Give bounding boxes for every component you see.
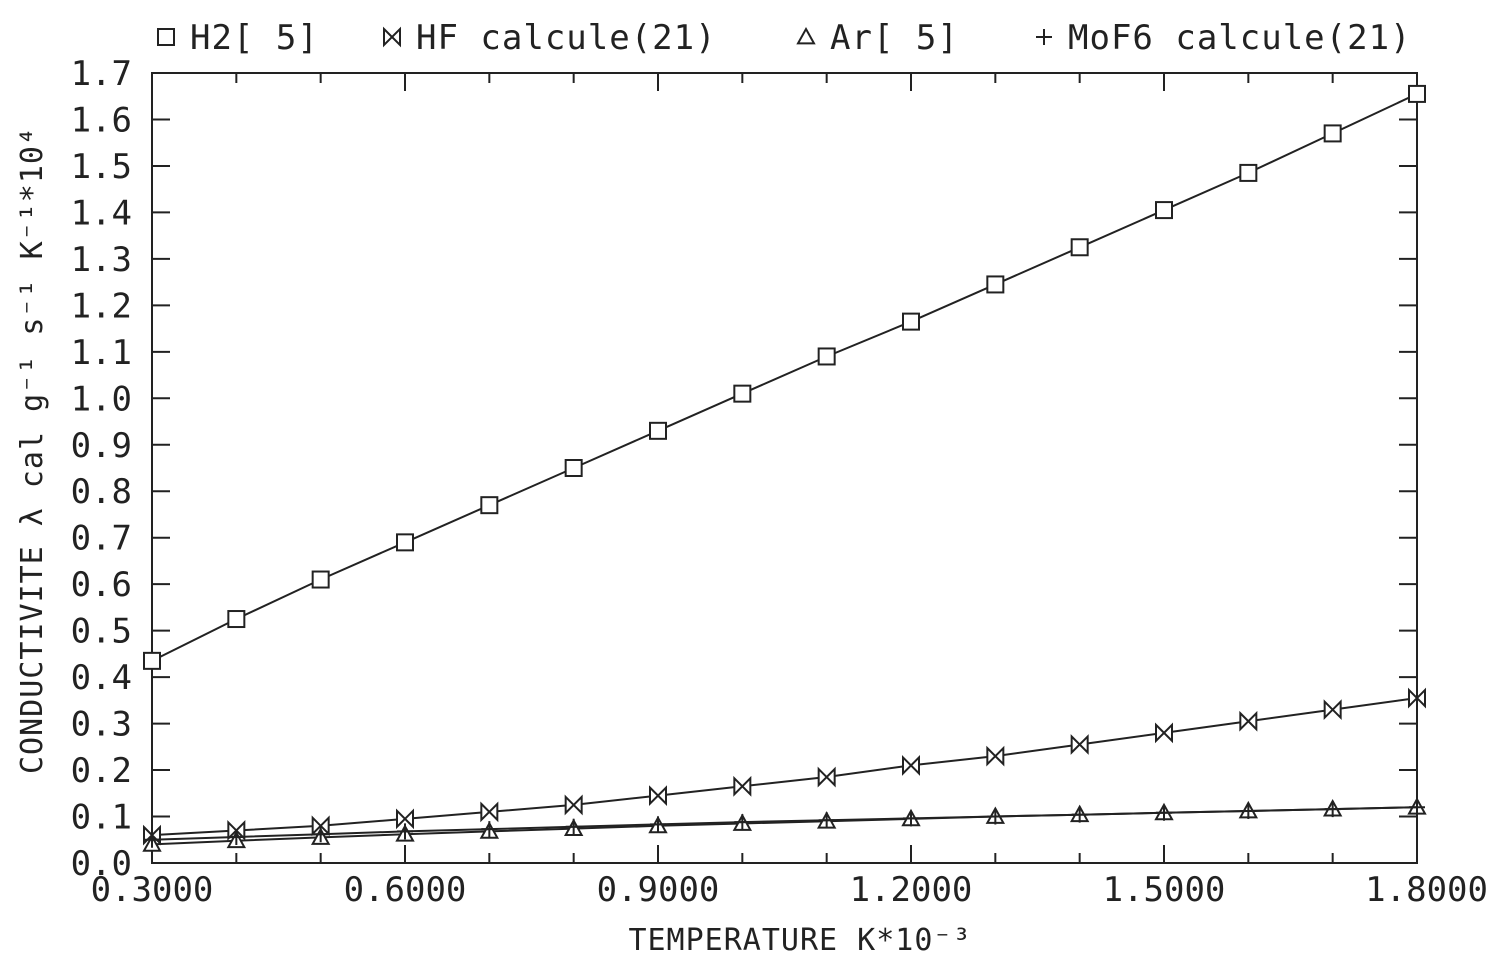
data-point: [564, 794, 583, 816]
y-tick-label: 1.7: [71, 54, 132, 94]
data-point: [565, 818, 582, 835]
series-line: [151, 92, 1418, 662]
legend: H2[ 5] HF calcule(21) Ar[ 5] MoF6 calcule(2…: [157, 18, 1412, 58]
legend-entry-label: H2[ 5]: [190, 18, 319, 58]
series-3: [144, 799, 1425, 848]
legend-marker: [796, 26, 816, 45]
y-axis-title: CONDUCTIVITE λ cal g⁻¹ s⁻¹ K⁻¹*10⁴: [15, 126, 50, 774]
series-line: [151, 806, 1418, 841]
data-point: [817, 766, 836, 788]
data-point: [144, 831, 160, 848]
y-tick-label: 0.4: [71, 658, 132, 698]
legend-marker: [1036, 29, 1052, 45]
data-point: [143, 824, 161, 846]
data-point: [1156, 804, 1172, 821]
data-point: [986, 275, 1005, 294]
data-point: [734, 814, 751, 831]
data-point: [1155, 722, 1173, 744]
plot-frame: [151, 72, 1418, 864]
data-point: [1155, 201, 1173, 220]
data-point: [1323, 124, 1342, 143]
x-tick-labels: 0.3000 0.6000 0.9000 1.2000 1.5000 1.8000: [91, 870, 1488, 910]
data-point: [733, 384, 752, 403]
data-point: [1324, 801, 1341, 818]
y-tick-label: 1.2: [71, 286, 132, 326]
data-point: [143, 651, 161, 670]
x-tick-label: 0.9000: [597, 870, 720, 910]
y-tick-label: 1.3: [71, 240, 132, 280]
series-layer: [142, 84, 1427, 852]
data-point: [1240, 802, 1257, 819]
data-point: [1239, 163, 1258, 182]
data-point: [564, 459, 583, 477]
y-tick-label: 0.7: [71, 519, 132, 559]
x-tick-label: 1.5000: [1103, 870, 1226, 910]
data-point: [1323, 699, 1342, 721]
data-point: [902, 754, 920, 776]
y-tick-label: 0.2: [71, 751, 132, 791]
data-point: [480, 801, 499, 823]
data-point: [1070, 238, 1089, 257]
tick-marks: [151, 72, 1418, 864]
data-point: [1071, 806, 1088, 823]
data-point: [818, 812, 835, 829]
legend-entry-label: Ar[ 5]: [830, 18, 959, 58]
y-tick-label: 0.3: [71, 705, 132, 745]
data-point: [396, 533, 414, 552]
data-point: [227, 820, 246, 841]
y-tick-label: 0.0: [71, 844, 132, 884]
x-tick-label: 1.8000: [1365, 870, 1488, 910]
data-point: [480, 496, 499, 515]
y-tick-label: 1.0: [71, 379, 132, 419]
data-point: [396, 808, 414, 830]
legend-marker: [157, 28, 175, 46]
y-tick-label: 1.1: [71, 333, 132, 373]
data-point: [902, 312, 920, 331]
data-point: [312, 826, 329, 843]
y-tick-label: 0.8: [71, 472, 132, 512]
data-point: [649, 421, 667, 440]
y-tick-label: 0.6: [71, 565, 132, 605]
y-tick-label: 1.5: [71, 147, 132, 187]
x-axis-title: TEMPERATURE K*10⁻³: [628, 923, 971, 958]
series-0: [143, 84, 1426, 670]
x-tick-label: 1.2000: [850, 870, 973, 910]
data-point: [986, 745, 1005, 767]
data-point: [649, 785, 667, 807]
y-tick-label: 0.9: [71, 426, 132, 466]
y-tick-label: 0.1: [71, 798, 132, 838]
data-point: [1070, 734, 1089, 755]
y-tick-label: 1.6: [71, 100, 132, 140]
series-1: [143, 687, 1426, 846]
data-point: [1408, 687, 1426, 709]
y-tick-label: 0.5: [71, 612, 132, 652]
y-tick-label: 1.4: [71, 193, 132, 233]
legend-entry-label: MoF6 calcule(21): [1068, 18, 1412, 58]
x-tick-label: 0.3000: [91, 870, 214, 910]
x-tick-label: 0.6000: [344, 870, 467, 910]
data-point: [1239, 710, 1258, 732]
data-point: [227, 610, 246, 629]
data-point: [733, 775, 752, 797]
data-point: [228, 828, 245, 845]
data-point: [311, 815, 330, 837]
data-point: [903, 810, 919, 827]
data-point: [1409, 799, 1425, 816]
series-line: [151, 806, 1418, 846]
series-line: [151, 697, 1418, 837]
data-point: [650, 816, 666, 833]
y-tick-labels: 0.0 0.1 0.2 0.3 0.4 0.5 0.6 0.7 0.8 0.9 1.0 1.1 1.2 1…: [71, 54, 132, 884]
legend-marker: [383, 26, 401, 48]
data-point: [1408, 84, 1426, 103]
data-point: [311, 570, 330, 589]
data-point: [817, 347, 836, 366]
legend-entry-label: HF calcule(21): [416, 18, 717, 58]
data-point: [481, 821, 498, 838]
data-point: [987, 808, 1004, 825]
data-point: [397, 823, 413, 840]
